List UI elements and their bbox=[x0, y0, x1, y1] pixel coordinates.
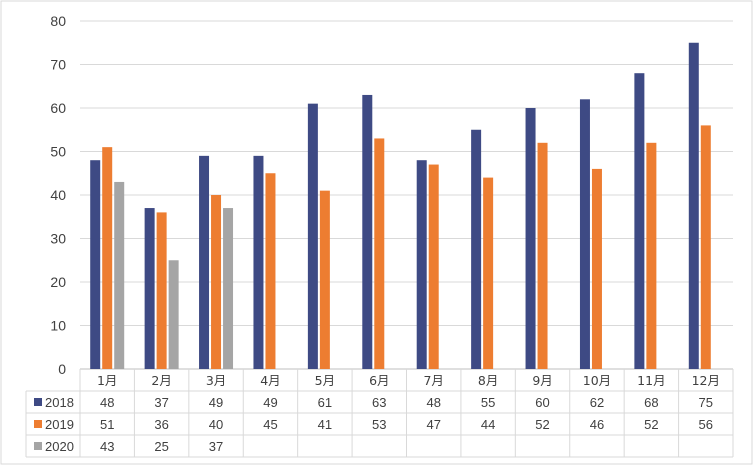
category-label: 11月 bbox=[637, 373, 665, 388]
y-tick-label: 30 bbox=[50, 231, 66, 247]
table-cell: 63 bbox=[372, 395, 386, 410]
table-cell: 53 bbox=[372, 417, 386, 432]
category-label: 10月 bbox=[583, 373, 611, 388]
bar-2018-11 bbox=[634, 73, 645, 369]
y-tick-label: 70 bbox=[50, 57, 66, 73]
category-label: 7月 bbox=[423, 373, 443, 388]
bar-2019-5 bbox=[319, 190, 330, 369]
bar-2019-2 bbox=[156, 212, 167, 369]
bar-2018-8 bbox=[471, 129, 482, 369]
table-cell: 60 bbox=[535, 395, 549, 410]
category-label: 8月 bbox=[478, 373, 498, 388]
table-cell: 51 bbox=[100, 417, 114, 432]
y-tick-label: 50 bbox=[50, 144, 66, 160]
bar-2020-3 bbox=[223, 208, 234, 369]
bar-2019-9 bbox=[537, 142, 548, 369]
table-cell: 49 bbox=[263, 395, 277, 410]
bar-2018-5 bbox=[307, 103, 318, 370]
legend-key-2018 bbox=[34, 398, 42, 406]
table-cell: 48 bbox=[100, 395, 114, 410]
category-label: 2月 bbox=[151, 373, 171, 388]
legend-label: 2020 bbox=[45, 439, 74, 454]
y-tick-label: 40 bbox=[50, 187, 66, 203]
bar-2018-2 bbox=[144, 208, 155, 369]
table-cell: 62 bbox=[590, 395, 604, 410]
bar-2018-3 bbox=[199, 155, 210, 369]
bar-2020-2 bbox=[168, 260, 179, 369]
table-cell: 37 bbox=[154, 395, 168, 410]
table-cell: 25 bbox=[154, 439, 168, 454]
table-cell: 45 bbox=[263, 417, 277, 432]
bar-2019-6 bbox=[374, 138, 385, 369]
table-cell: 48 bbox=[426, 395, 440, 410]
table-cell: 49 bbox=[209, 395, 223, 410]
bar-2019-4 bbox=[265, 173, 276, 369]
legend-key-2019 bbox=[34, 420, 42, 428]
y-tick-label: 80 bbox=[50, 13, 66, 29]
bar-2019-11 bbox=[646, 142, 657, 369]
table-cell: 52 bbox=[644, 417, 658, 432]
category-label: 5月 bbox=[315, 373, 335, 388]
table-cell: 36 bbox=[154, 417, 168, 432]
bar-2019-3 bbox=[211, 195, 222, 369]
legend-label: 2019 bbox=[45, 417, 74, 432]
y-tick-label: 20 bbox=[50, 274, 66, 290]
bar-2019-7 bbox=[428, 164, 439, 369]
bar-2019-8 bbox=[483, 177, 494, 369]
table-cell: 56 bbox=[699, 417, 713, 432]
category-label: 1月 bbox=[97, 373, 117, 388]
category-label: 6月 bbox=[369, 373, 389, 388]
table-cell: 68 bbox=[644, 395, 658, 410]
table-cell: 43 bbox=[100, 439, 114, 454]
category-label: 9月 bbox=[532, 373, 552, 388]
category-label: 12月 bbox=[692, 373, 720, 388]
table-cell: 37 bbox=[209, 439, 223, 454]
y-tick-label: 10 bbox=[50, 318, 66, 334]
bar-2018-12 bbox=[688, 42, 699, 369]
table-cell: 47 bbox=[426, 417, 440, 432]
y-tick-label: 60 bbox=[50, 100, 66, 116]
table-cell: 55 bbox=[481, 395, 495, 410]
bar-2019-12 bbox=[700, 125, 711, 370]
y-tick-label: 0 bbox=[58, 361, 66, 377]
bar-2018-9 bbox=[525, 108, 536, 369]
bar-2018-4 bbox=[253, 155, 264, 369]
category-label: 3月 bbox=[206, 373, 226, 388]
table-cell: 61 bbox=[318, 395, 332, 410]
table-cell: 40 bbox=[209, 417, 223, 432]
bar-2018-1 bbox=[90, 160, 101, 369]
bar-2020-1 bbox=[114, 181, 125, 369]
category-label: 4月 bbox=[260, 373, 280, 388]
table-cell: 46 bbox=[590, 417, 604, 432]
bar-2018-6 bbox=[362, 94, 373, 369]
bar-2018-10 bbox=[579, 99, 590, 370]
bar-2019-10 bbox=[591, 168, 602, 369]
table-cell: 52 bbox=[535, 417, 549, 432]
bar-2019-1 bbox=[102, 147, 113, 369]
table-cell: 41 bbox=[318, 417, 332, 432]
legend-label: 2018 bbox=[45, 395, 74, 410]
table-cell: 44 bbox=[481, 417, 495, 432]
bar-2018-7 bbox=[416, 160, 427, 369]
table-cell: 75 bbox=[699, 395, 713, 410]
legend-key-2020 bbox=[34, 442, 42, 450]
